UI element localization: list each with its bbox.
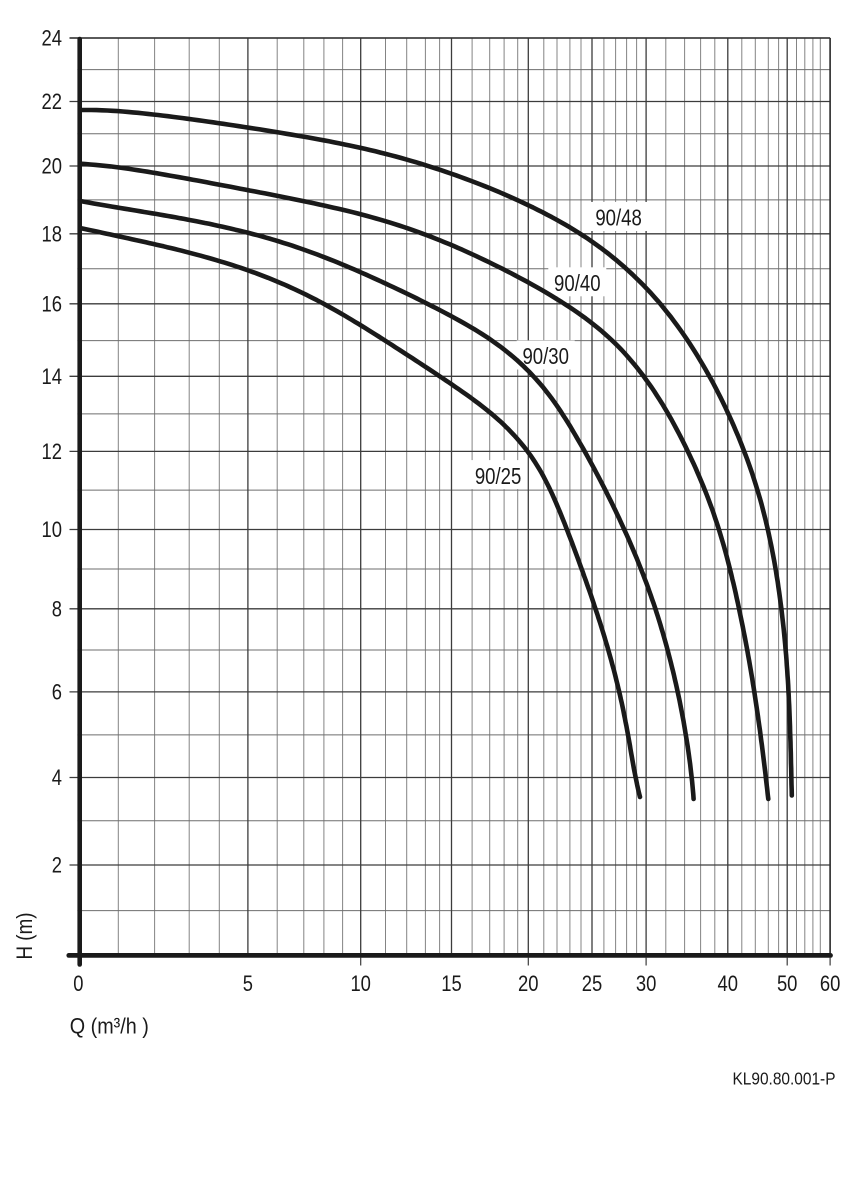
svg-text:30: 30 bbox=[636, 971, 657, 996]
svg-text:12: 12 bbox=[42, 439, 63, 464]
svg-text:0: 0 bbox=[73, 971, 83, 996]
svg-text:KL90.80.001-P: KL90.80.001-P bbox=[733, 1069, 836, 1089]
svg-text:90/40: 90/40 bbox=[554, 270, 601, 296]
svg-text:10: 10 bbox=[350, 971, 371, 996]
svg-text:8: 8 bbox=[52, 597, 62, 622]
svg-text:90/25: 90/25 bbox=[475, 463, 522, 489]
svg-text:14: 14 bbox=[42, 364, 63, 389]
svg-text:5: 5 bbox=[243, 971, 253, 996]
svg-text:22: 22 bbox=[42, 89, 63, 114]
svg-text:20: 20 bbox=[518, 971, 539, 996]
svg-text:2: 2 bbox=[52, 853, 62, 878]
svg-text:18: 18 bbox=[42, 222, 63, 247]
svg-text:6: 6 bbox=[52, 680, 62, 705]
svg-text:4: 4 bbox=[52, 765, 62, 790]
svg-text:90/30: 90/30 bbox=[522, 343, 569, 369]
svg-text:15: 15 bbox=[441, 971, 462, 996]
svg-text:50: 50 bbox=[777, 971, 798, 996]
svg-text:25: 25 bbox=[582, 971, 603, 996]
svg-text:90/48: 90/48 bbox=[595, 205, 642, 231]
svg-text:60: 60 bbox=[820, 971, 841, 996]
svg-text:16: 16 bbox=[42, 292, 63, 317]
svg-text:Q (m³/h ): Q (m³/h ) bbox=[70, 1014, 149, 1039]
svg-text:H (m): H (m) bbox=[12, 913, 37, 960]
svg-text:24: 24 bbox=[42, 26, 63, 51]
svg-text:20: 20 bbox=[42, 154, 63, 179]
svg-text:10: 10 bbox=[42, 517, 63, 542]
svg-text:40: 40 bbox=[718, 971, 739, 996]
